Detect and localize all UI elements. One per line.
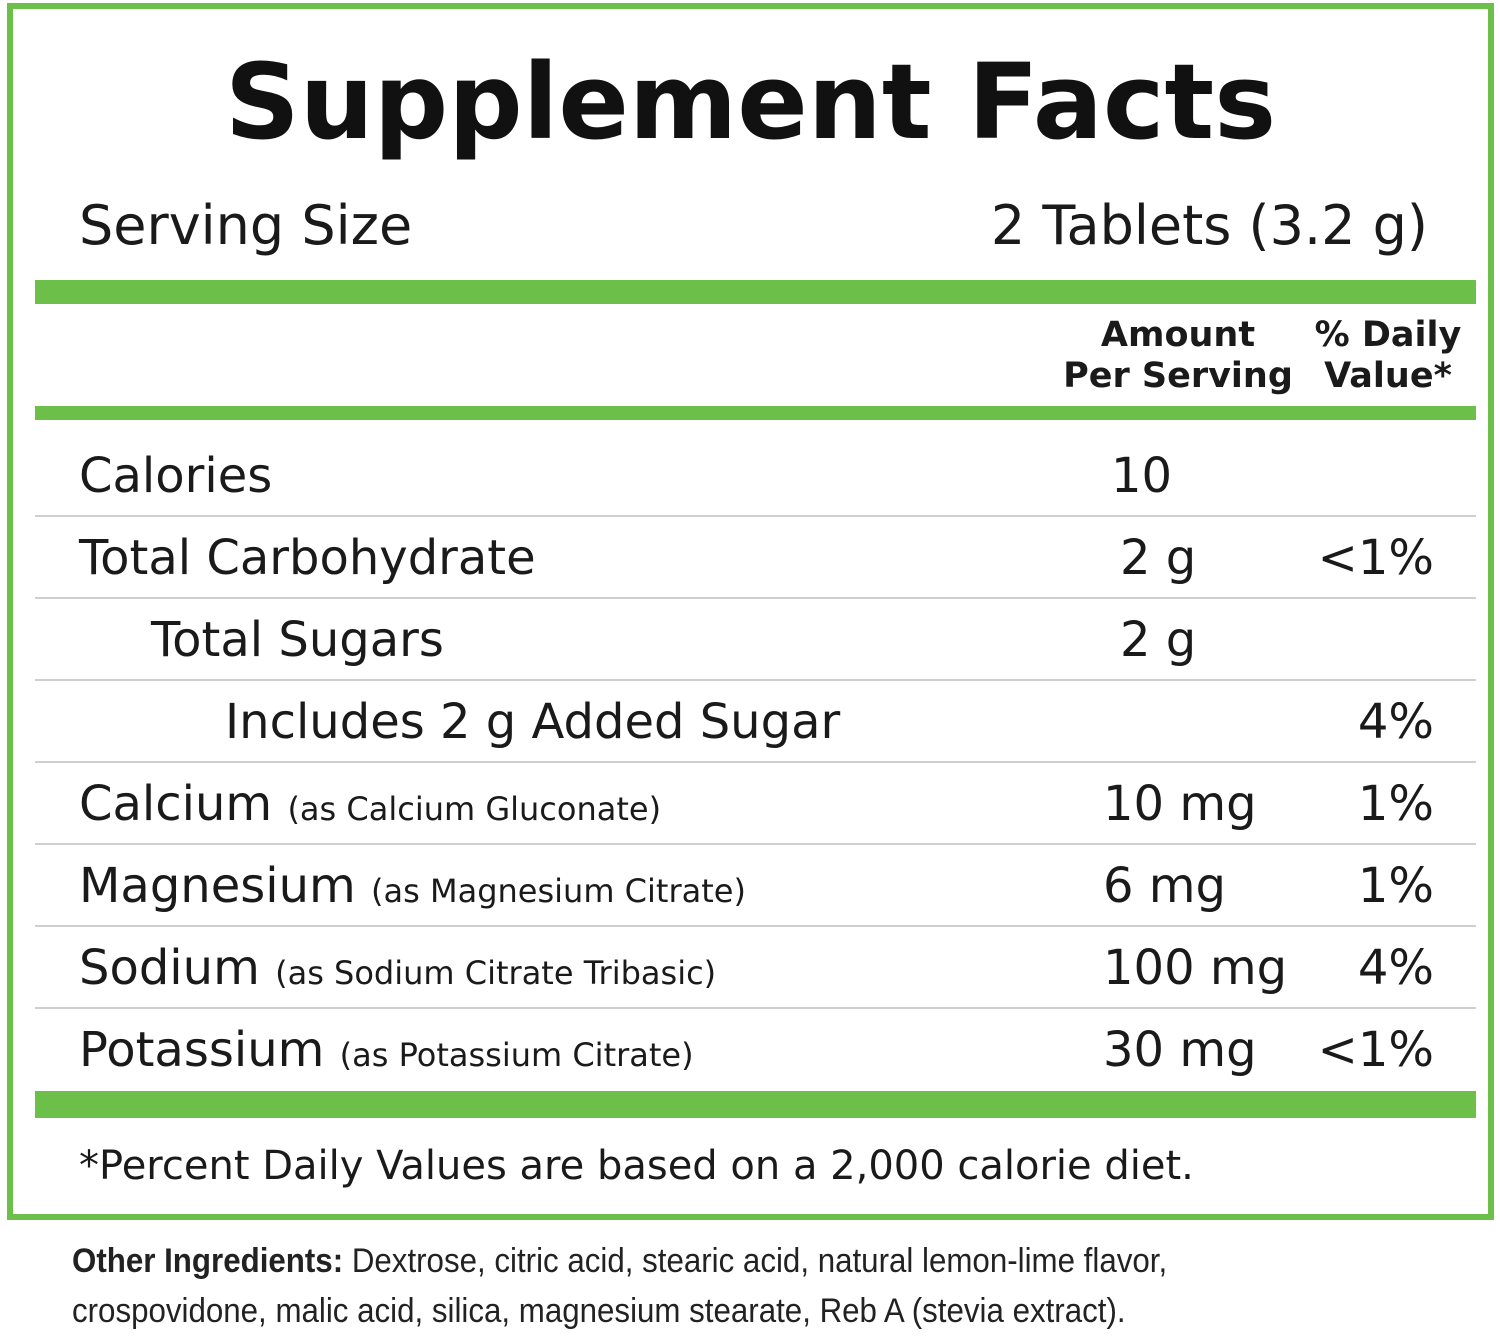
header-divider-bar: [35, 406, 1476, 420]
other-ingredients: Other Ingredients: Dextrose, citric acid…: [72, 1236, 1231, 1336]
table-row: Total Sugars 2 g: [35, 599, 1476, 681]
nutrient-source: (as Calcium Gluconate): [287, 790, 662, 828]
table-row: Magnesium (as Magnesium Citrate) 6 mg 1%: [35, 845, 1476, 927]
other-ingredients-text: Dextrose, citric acid, stearic acid, nat…: [72, 1242, 1168, 1330]
nutrient-name: Calories: [79, 448, 273, 504]
nutrient-name: Includes 2 g Added Sugar: [225, 694, 841, 750]
serving-size-label: Serving Size: [79, 194, 413, 257]
nutrient-daily-value: 4%: [1357, 940, 1434, 996]
nutrient-amount: 2 g: [1120, 530, 1197, 586]
nutrient-amount: 6 mg: [1103, 858, 1227, 914]
serving-size-value: 2 Tablets (3.2 g): [990, 194, 1428, 257]
nutrient-daily-value: <1%: [1317, 1022, 1434, 1078]
nutrient-amount: 2 g: [1120, 612, 1197, 668]
nutrient-name: Total Sugars: [151, 612, 444, 668]
nutrient-amount: 10 mg: [1103, 776, 1257, 832]
nutrient-amount: 100 mg: [1103, 940, 1288, 996]
nutrient-amount: 10: [1111, 448, 1173, 504]
table-row: Calcium (as Calcium Gluconate) 10 mg 1%: [35, 763, 1476, 845]
panel-title: Supplement Facts: [224, 41, 1277, 163]
top-divider-bar: [35, 280, 1476, 304]
table-row: Total Carbohydrate 2 g <1%: [35, 517, 1476, 599]
daily-value-footnote: *Percent Daily Values are based on a 2,0…: [79, 1143, 1194, 1189]
nutrient-name: Magnesium (as Magnesium Citrate): [79, 858, 746, 914]
nutrient-amount: 30 mg: [1103, 1022, 1257, 1078]
nutrient-name: Calcium (as Calcium Gluconate): [79, 776, 662, 832]
amount-header-line1: Amount: [1100, 315, 1256, 355]
table-row: Sodium (as Sodium Citrate Tribasic) 100 …: [35, 927, 1476, 1009]
nutrient-daily-value: 4%: [1357, 694, 1434, 750]
nutrient-name: Total Carbohydrate: [79, 530, 536, 586]
nutrient-daily-value: <1%: [1317, 530, 1434, 586]
nutrient-daily-value: 1%: [1357, 858, 1434, 914]
supplement-facts-panel: Supplement Facts Serving Size 2 Tablets …: [7, 3, 1494, 1220]
amount-header-line2: Per Serving: [1063, 356, 1293, 396]
amount-column-header: Amount Per Serving: [1053, 315, 1303, 397]
table-row: Calories 10: [35, 435, 1476, 517]
table-row: Potassium (as Potassium Citrate) 30 mg <…: [35, 1009, 1476, 1091]
nutrient-table: Calories 10 Total Carbohydrate 2 g <1% T…: [35, 435, 1476, 1091]
nutrient-source: (as Sodium Citrate Tribasic): [275, 954, 717, 992]
other-ingredients-label: Other Ingredients:: [72, 1242, 344, 1280]
nutrient-source: (as Potassium Citrate): [339, 1036, 694, 1074]
nutrient-daily-value: 1%: [1357, 776, 1434, 832]
daily-value-column-header: % Daily Value*: [1303, 315, 1473, 397]
dv-header-line2: Value*: [1324, 356, 1452, 396]
dv-header-line1: % Daily: [1314, 315, 1462, 355]
nutrient-name: Potassium (as Potassium Citrate): [79, 1022, 694, 1078]
bottom-divider-bar: [35, 1091, 1476, 1118]
nutrient-source: (as Magnesium Citrate): [371, 872, 746, 910]
table-row: Includes 2 g Added Sugar 4%: [35, 681, 1476, 763]
nutrient-name: Sodium (as Sodium Citrate Tribasic): [79, 940, 717, 996]
